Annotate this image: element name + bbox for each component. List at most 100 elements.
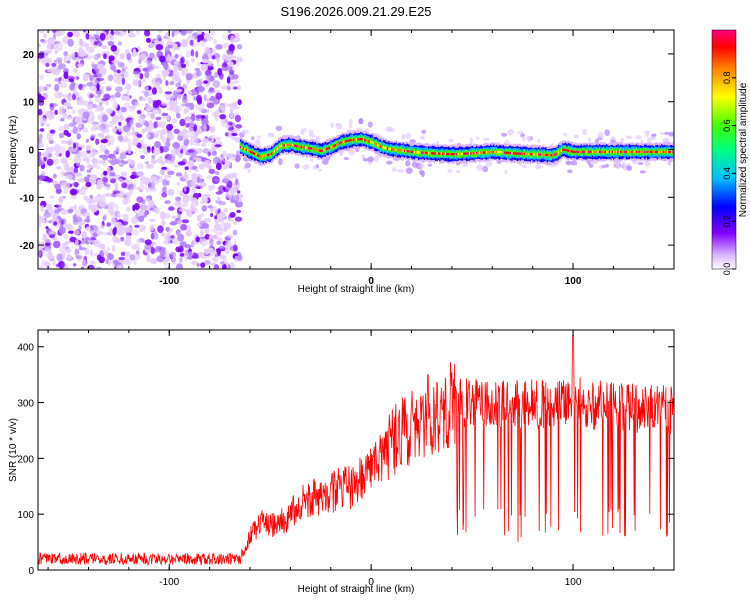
snr-xlabel: Height of straight line (km)	[298, 584, 415, 595]
ridge-cell	[361, 137, 364, 141]
noise-cell	[166, 123, 173, 131]
ridge-cell	[511, 152, 513, 155]
noise-cell	[587, 137, 592, 142]
noise-cell	[123, 250, 131, 257]
noise-cell	[214, 178, 220, 182]
noise-cell	[212, 156, 221, 165]
noise-cell	[95, 138, 100, 145]
noise-cell	[190, 135, 198, 139]
noise-cell	[193, 124, 197, 132]
ridge-cell	[336, 143, 338, 146]
noise-cell	[231, 194, 235, 202]
ridge-cell	[606, 150, 608, 154]
noise-cell	[180, 56, 185, 64]
noise-cell	[66, 116, 73, 120]
ridge-cell	[483, 151, 485, 154]
noise-cell	[195, 70, 202, 77]
ridge-cell	[307, 146, 310, 150]
noise-cell	[109, 172, 116, 177]
ridge-cell	[543, 153, 546, 156]
ridge-cell	[341, 140, 344, 144]
noise-cell	[77, 146, 83, 151]
noise-cell	[236, 44, 243, 50]
ridge-cell	[453, 153, 455, 156]
ridge-cell	[456, 152, 458, 156]
noise-cell	[233, 80, 240, 84]
noise-cell	[214, 109, 220, 118]
noise-cell	[82, 111, 90, 119]
noise-cell	[186, 194, 191, 202]
ridge-cell	[512, 152, 515, 155]
noise-cell	[230, 187, 237, 195]
noise-cell	[588, 163, 594, 168]
noise-cell	[234, 194, 240, 203]
noise-cell	[152, 100, 160, 108]
noise-cell	[214, 171, 220, 176]
ridge-cell	[296, 145, 298, 148]
noise-cell	[75, 255, 83, 260]
noise-cell	[448, 138, 454, 143]
ridge-cell	[655, 150, 657, 154]
noise-cell	[227, 121, 233, 127]
noise-cell	[49, 195, 55, 199]
noise-cell	[71, 52, 76, 57]
noise-cell	[191, 186, 196, 193]
ridge-cell	[473, 152, 475, 155]
ridge-cell	[611, 150, 614, 154]
ridge-cell	[540, 153, 543, 156]
ridge-cell	[597, 150, 600, 154]
noise-cell	[176, 263, 183, 269]
noise-cell	[43, 156, 47, 162]
noise-cell	[46, 123, 50, 128]
noise-cell	[204, 248, 210, 255]
noise-cell	[109, 97, 117, 102]
ridge-cell	[272, 151, 274, 154]
noise-cell	[203, 94, 207, 102]
ridge-cell	[477, 151, 479, 155]
noise-cell	[196, 130, 203, 134]
noise-cell	[93, 41, 99, 46]
y-tick-label: 300	[17, 399, 34, 410]
colorbar-tick-label: 0.6	[722, 119, 732, 132]
noise-cell	[66, 139, 74, 146]
noise-cell	[128, 30, 134, 33]
noise-cell	[154, 81, 161, 87]
ridge-cell	[247, 149, 249, 152]
noise-cell	[362, 157, 369, 162]
noise-cell	[185, 50, 192, 58]
noise-cell	[89, 55, 98, 59]
noise-cell	[173, 128, 180, 134]
noise-cell	[57, 59, 63, 65]
noise-cell	[87, 46, 95, 54]
noise-cell	[123, 171, 127, 178]
noise-cell	[53, 221, 58, 226]
noise-cell	[419, 135, 425, 140]
ridge-cell	[522, 152, 525, 155]
noise-cell	[47, 205, 54, 213]
ridge-cell	[481, 151, 484, 154]
noise-cell	[625, 135, 633, 140]
noise-cell	[172, 100, 178, 106]
noise-cell	[169, 133, 175, 141]
ridge-cell	[288, 143, 290, 147]
ridge-cell	[358, 138, 361, 141]
noise-cell	[190, 197, 198, 204]
noise-cell	[172, 43, 178, 50]
noise-cell	[83, 176, 89, 183]
noise-cell	[126, 159, 135, 165]
snr-line	[38, 335, 674, 566]
noise-cell	[89, 174, 98, 181]
noise-cell	[176, 181, 180, 186]
ridge-cell	[615, 150, 618, 154]
noise-cell	[44, 247, 50, 253]
ridge-cell	[251, 151, 253, 154]
noise-cell	[171, 30, 175, 38]
noise-cell	[221, 102, 229, 108]
noise-cell	[216, 248, 221, 257]
noise-cell	[216, 213, 223, 221]
noise-cell	[139, 73, 144, 80]
y-tick-label: 0	[28, 566, 34, 577]
noise-cell	[221, 264, 227, 269]
noise-cell	[164, 46, 170, 55]
noise-cell	[134, 224, 140, 228]
